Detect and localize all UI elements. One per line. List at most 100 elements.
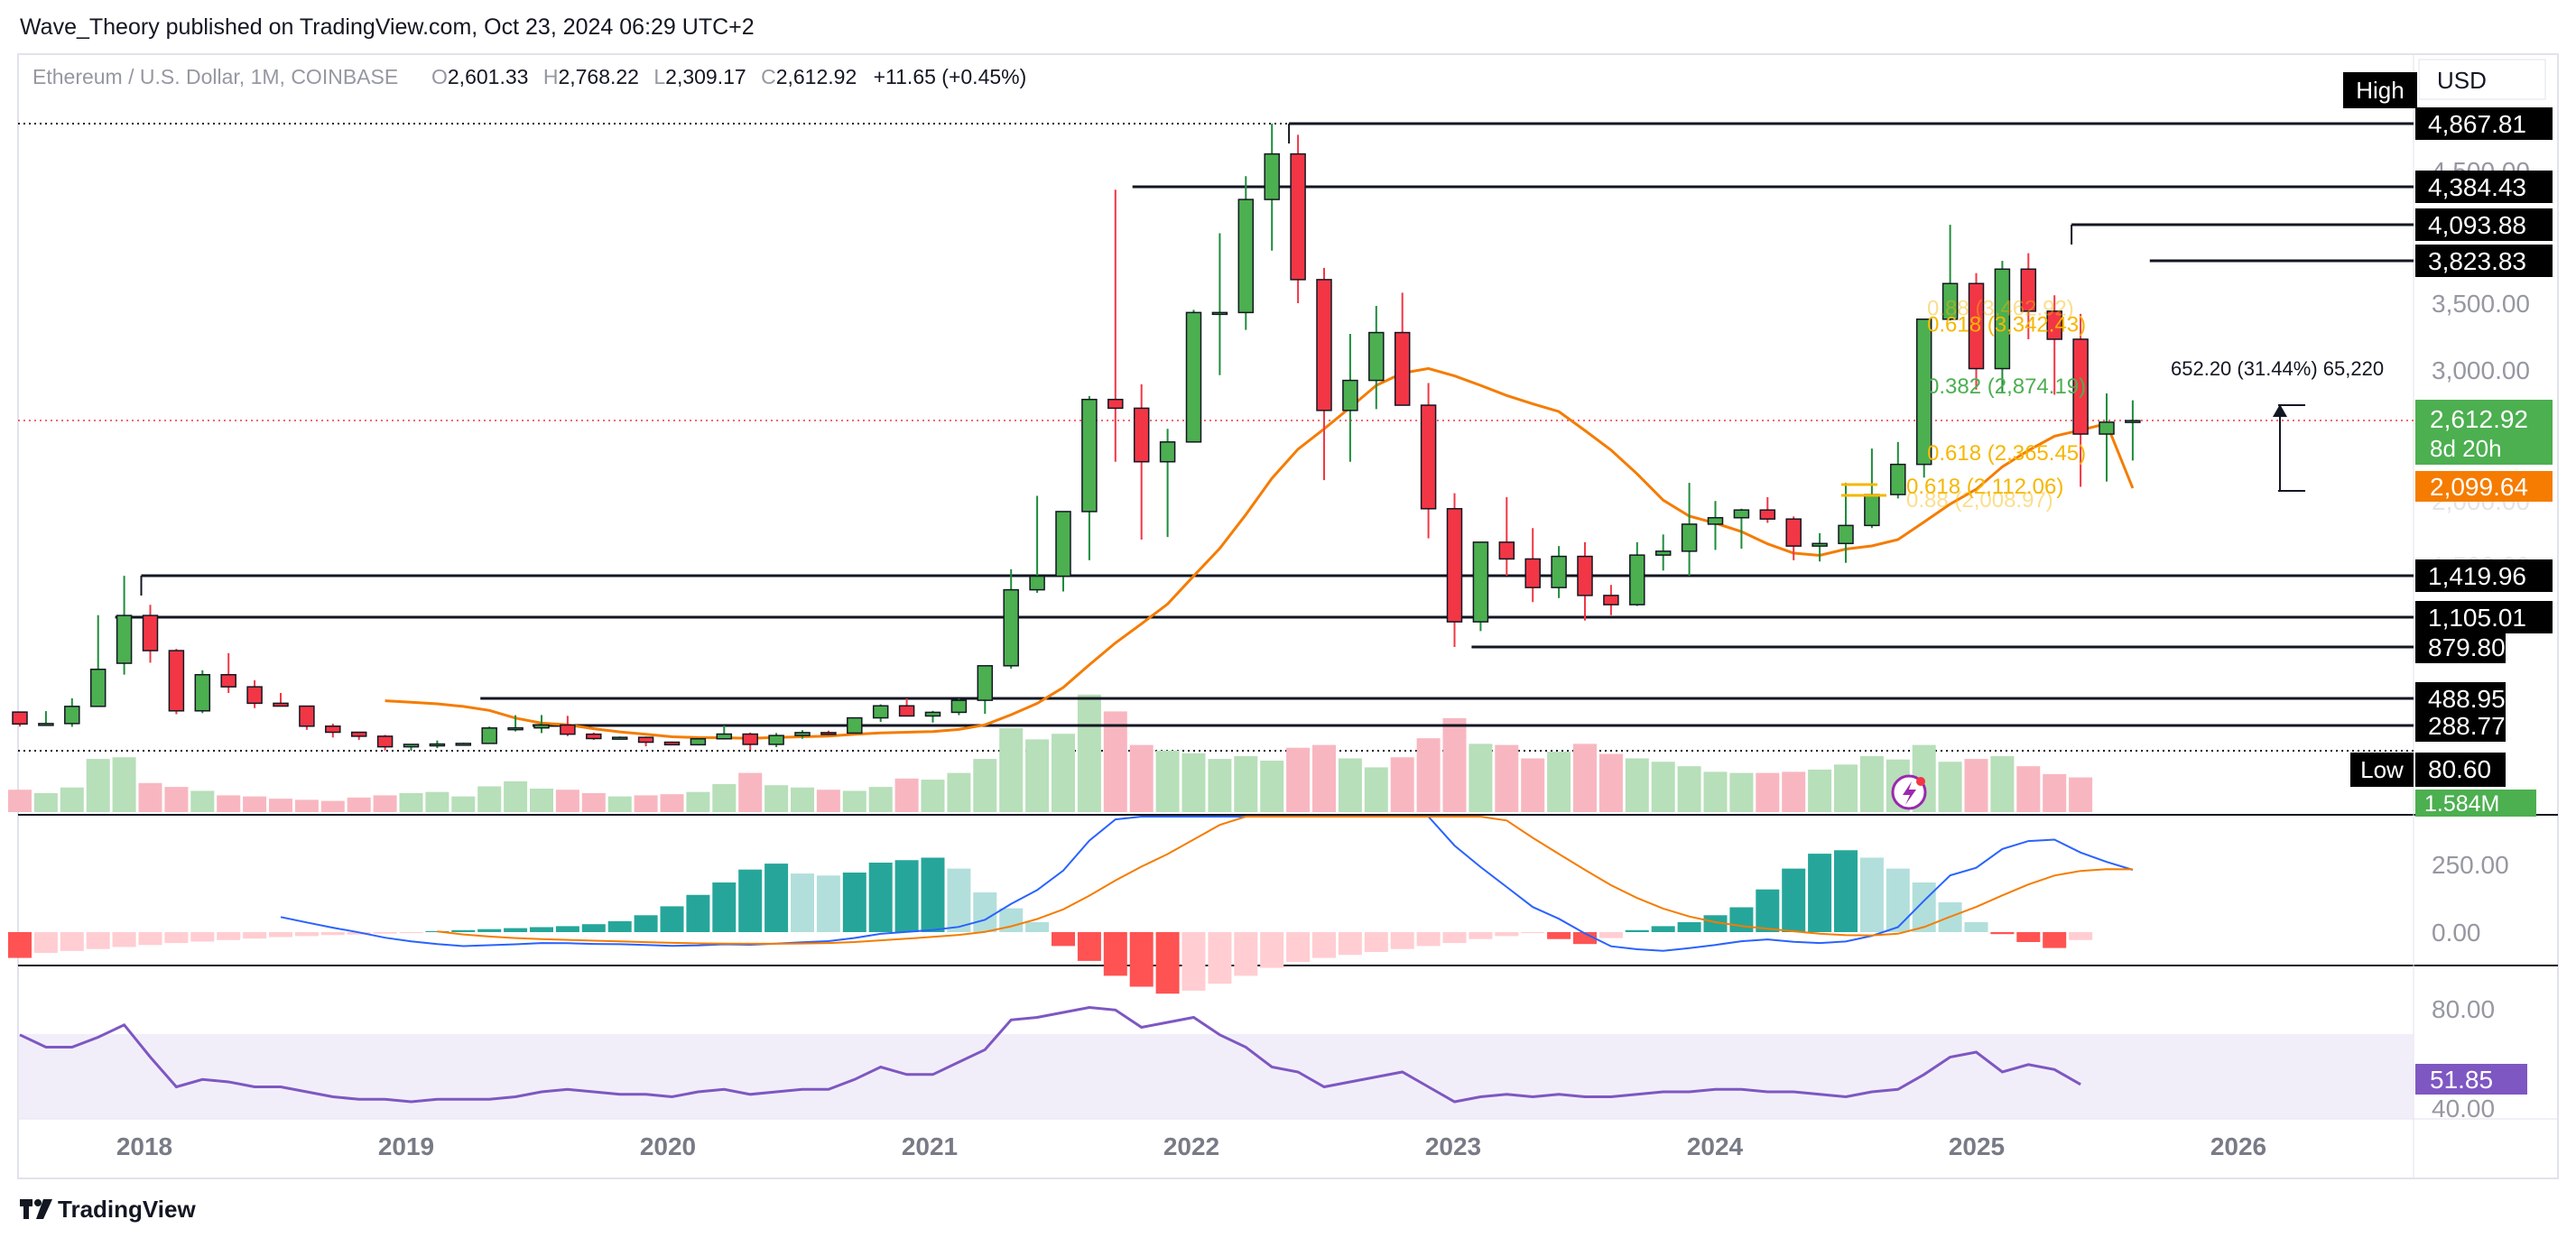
candle-body [194, 673, 211, 712]
macd-hist-bar [2016, 932, 2041, 942]
tradingview-logo-icon [20, 1199, 52, 1219]
candle-body [1812, 542, 1828, 547]
macd-hist-bar [1625, 929, 1649, 932]
low-label: Low [2360, 756, 2404, 783]
level-tag-label: 3,823.83 [2428, 247, 2526, 275]
macd-hist-bar [634, 915, 658, 932]
candle-body [273, 702, 289, 707]
candle-body [533, 724, 550, 729]
macd-hist-bar [294, 932, 319, 937]
x-tick-label: 2026 [2210, 1132, 2266, 1160]
rsi-last-label: 51.85 [2430, 1066, 2493, 1094]
candle-body [1185, 311, 1202, 443]
fib-label: 0.88 (3,462.92) [1927, 296, 2074, 320]
low-label-box [2350, 753, 2414, 787]
level-tag-box [2415, 601, 2553, 633]
volume-bar [738, 772, 763, 812]
currency-label: USD [2437, 67, 2487, 94]
level-tag-label: 1,105.01 [2428, 604, 2526, 632]
macd-hist-bar [399, 932, 423, 934]
candle-body [12, 711, 28, 725]
macd-hist-bar [816, 875, 840, 932]
symbol-title: Ethereum / U.S. Dollar, 1M, COINBASE [32, 65, 398, 88]
legend-c-label: C [761, 65, 776, 88]
chart-frame [17, 53, 2559, 1179]
level-tag-label: 1,419.96 [2428, 562, 2526, 590]
volume-bar [530, 788, 553, 812]
volume-bar [712, 784, 737, 812]
volume-bar [112, 757, 136, 812]
fibonacci-labels: 0.88 (3,462.92)0.618 (3,342.43) 0.382 (2,… [1841, 296, 2086, 513]
macd-hist-bar [1286, 932, 1311, 962]
rsi-tick-label: 80.00 [2432, 995, 2495, 1023]
macd-hist-bar [320, 932, 345, 936]
volume-bar [477, 786, 502, 812]
ma-last-box [2415, 471, 2553, 502]
level-tag-box [2415, 245, 2553, 277]
macd-hist-bar [190, 932, 215, 942]
level-tag-label: 879.80 [2428, 633, 2506, 661]
candle-body [1577, 555, 1593, 596]
candle-body [1446, 508, 1463, 623]
level-tag-label: 4,093.88 [2428, 211, 2526, 239]
volume-bar [1495, 744, 1519, 812]
candle-body [820, 732, 837, 735]
candle-body [1342, 379, 1358, 411]
candle-body [1420, 404, 1437, 510]
volume-bar [1103, 711, 1127, 812]
lightning-badge-icon[interactable] [1891, 774, 1927, 810]
level-tag-label: 288.77 [2428, 712, 2506, 740]
volume-bars [8, 694, 2093, 812]
candle-body [1890, 463, 1906, 495]
currency-button[interactable]: USD [2418, 59, 2546, 100]
candle-body [611, 736, 628, 740]
macd-tick-label: 250.00 [2432, 851, 2509, 879]
legend-ohlc: O2,601.33 H2,768.22 L2,309.17 C2,612.92 … [431, 65, 1026, 88]
legend-c-value: 2,612.92 [776, 65, 857, 88]
macd-hist-bar [1573, 932, 1597, 945]
high-label-box [2343, 72, 2417, 108]
rsi-pane [19, 1005, 2081, 1104]
volume-bar [1703, 771, 1728, 812]
candle-body [950, 699, 968, 714]
macd-hist-bar [581, 924, 606, 932]
volume-bar [581, 792, 606, 812]
volume-bar [425, 791, 449, 812]
volume-bar [634, 795, 658, 812]
fib-label: 0.88 (2,008.97) [1906, 488, 2053, 513]
x-tick-label: 2020 [640, 1132, 696, 1160]
rsi-tick-label: 40.00 [2432, 1095, 2495, 1123]
x-tick-label: 2024 [1687, 1132, 1744, 1160]
candle-body [1681, 523, 1698, 552]
y-tick-label: 3,000.00 [2432, 356, 2530, 384]
candle-body [403, 744, 420, 748]
candle-body [246, 686, 263, 705]
x-tick-label: 2022 [1163, 1132, 1219, 1160]
macd-hist-bar [1495, 932, 1519, 937]
candle-body [637, 736, 654, 744]
volume-bar [269, 799, 292, 812]
legend-change: +11.65 (+0.45%) [874, 65, 1027, 88]
macd-hist-bar [842, 873, 866, 932]
macd-hist-bar [764, 864, 789, 932]
measure-tool[interactable] [2273, 404, 2305, 492]
macd-hist-bar [1260, 932, 1284, 968]
x-tick-label: 2025 [1949, 1132, 2005, 1160]
macd-hist-bar [2069, 932, 2093, 940]
candle-body [325, 725, 341, 734]
last-price-label: 2,612.92 [2430, 405, 2528, 433]
macd-hist-bar [33, 932, 58, 954]
macd-hist-bar [868, 863, 893, 932]
candle-body [2072, 338, 2089, 435]
volume-bar [1625, 758, 1649, 812]
candle-body [376, 735, 394, 748]
volume-last-label: 1.584M [2424, 791, 2499, 817]
x-tick-label: 2021 [902, 1132, 958, 1160]
candle-body [1107, 398, 1124, 410]
macd-hist-bar [2043, 932, 2067, 948]
candle-body [1159, 441, 1176, 463]
macd-hist-bar [1703, 915, 1728, 932]
level-tag-box [2415, 107, 2553, 140]
volume-bar [1260, 760, 1284, 812]
macd-hist-bar [477, 928, 502, 932]
